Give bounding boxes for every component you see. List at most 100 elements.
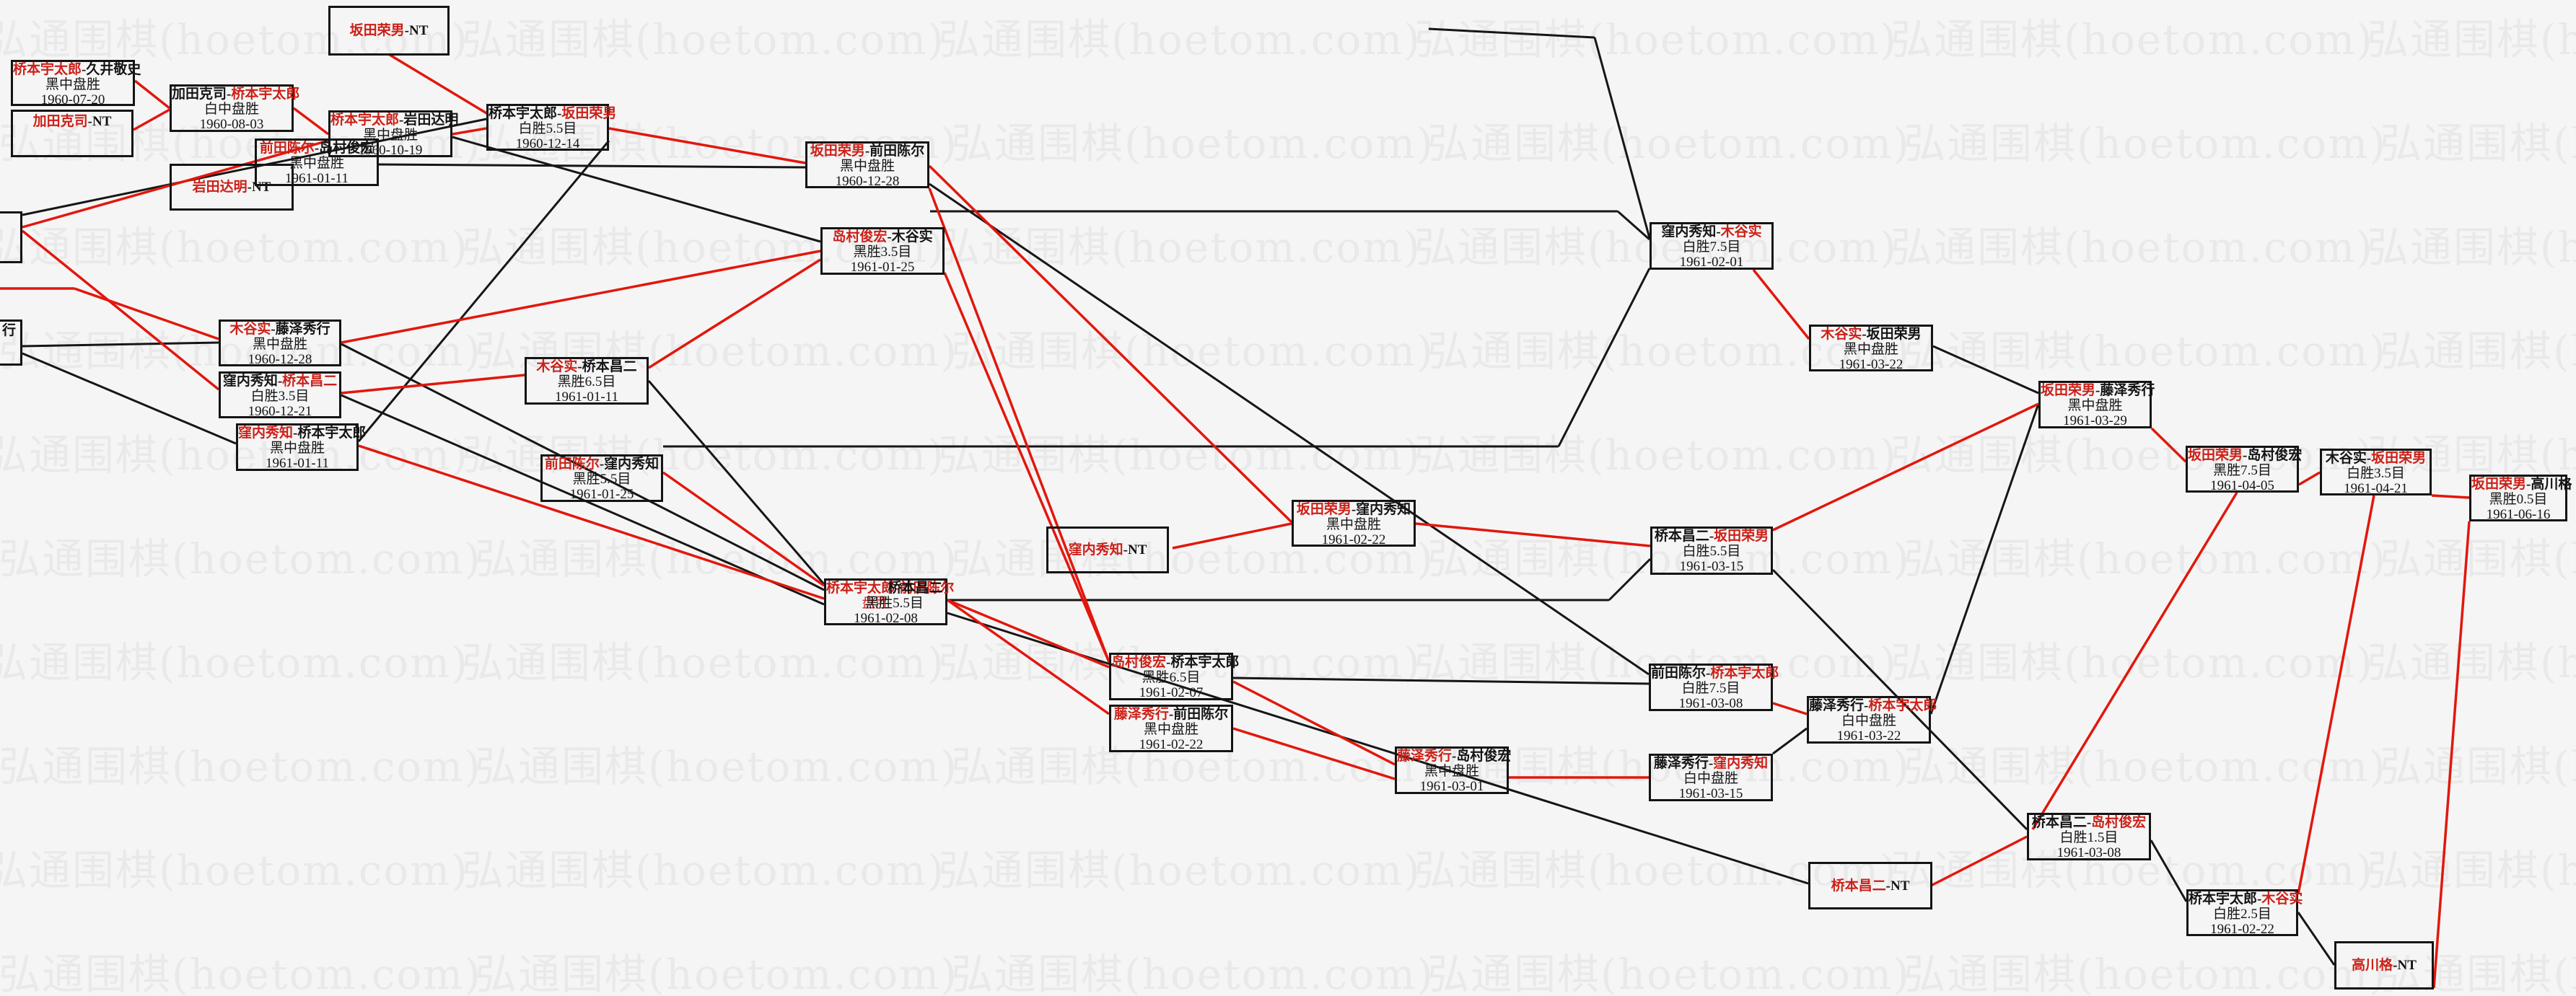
game-date: 1961-03-22: [1839, 357, 1903, 372]
player-name: -高川格: [2526, 477, 2572, 492]
winner-name: 桥本昌二: [282, 374, 338, 389]
game-box: 窪内秀知-桥本宇太郎 黑中盘胜 1961-01-11: [236, 423, 366, 471]
game-date: 1961-01-11: [285, 171, 349, 186]
game-result: 白胜5.5目: [518, 121, 577, 136]
loser-path-line: [647, 380, 825, 585]
watermark-text: 弘通围棋(hoetom.com): [2380, 119, 2576, 168]
watermark-text: 弘通围棋(hoetom.com): [1414, 846, 1898, 895]
watermark-text: 弘通围棋(hoetom.com): [2380, 742, 2576, 791]
loser-path-line: [452, 136, 821, 243]
loser-path-line: [1593, 37, 1651, 239]
player-name: -窪内秀知: [599, 457, 660, 472]
bye-box: 加田克司-NT: [11, 110, 133, 157]
player-name: -桥本昌二: [577, 359, 637, 374]
overlapping-game-box: 桥本宇太郎-前田陈尔 盘胜 1961-02-08 桥本昌二 黑胜5.5目: [824, 578, 954, 626]
winner-path-line: [389, 53, 489, 115]
watermark-text: 弘通围棋(hoetom.com): [462, 638, 945, 687]
game-result: 白中盘胜: [1683, 771, 1738, 786]
game-box: 前田陈尔-桥本宇太郎 白胜7.5目 1961-03-08: [1649, 664, 1779, 711]
winner-name: 桥本昌二: [1831, 878, 1886, 894]
game-title: 桥本昌二: [888, 581, 943, 596]
player-name: -桥本宇太郎: [1166, 655, 1240, 670]
winner-name: 坂田荣男: [1714, 529, 1769, 544]
partial-game-box: [0, 211, 22, 263]
watermark-text: 弘通围棋(hoetom.com): [0, 950, 482, 996]
game-title: 前田陈尔-窪内秀知: [543, 457, 661, 472]
game-date: 1961-04-05: [2210, 478, 2274, 493]
winner-name: 坂田荣男: [2188, 448, 2243, 463]
game-date: 1960-07-20: [40, 92, 105, 107]
game-title: 木谷实-坂田荣男: [1811, 327, 1931, 342]
winner-name: 藤泽秀行: [1113, 707, 1169, 722]
game-title: 木谷实-桥本昌二: [527, 360, 647, 374]
game-box: 桥本宇太郎-坂田荣男 白胜5.5目 1960-12-14: [486, 104, 616, 151]
player-name: -窪内秀知: [1351, 502, 1411, 517]
game-result: 黑中盘胜: [839, 159, 895, 174]
player-name: 藤泽秀行-: [1653, 756, 1714, 771]
winner-path-line: [21, 229, 220, 391]
loser-path-line: [22, 341, 219, 348]
watermark-text: 弘通围棋(hoetom.com): [1427, 534, 1911, 583]
player-name: -岛村俊宏: [1452, 749, 1512, 764]
winner-name: 藤泽秀行: [1397, 749, 1453, 764]
watermark-text: 弘通围棋(hoetom.com): [1891, 223, 2374, 272]
winner-path-line: [358, 444, 825, 600]
game-box: 桥本昌二-岛村俊宏 白胜1.5目 1961-03-08: [2027, 813, 2151, 860]
player-name: -坂田荣男: [1862, 327, 1922, 342]
watermark-text: 弘通围棋(hoetom.com): [0, 223, 469, 272]
game-title: 桥本宇太郎-岩田达明: [330, 113, 458, 128]
game-result: 黑中盘胜: [1424, 764, 1479, 779]
game-result: 白胜7.5目: [1681, 681, 1740, 696]
watermark-text: 弘通围棋(hoetom.com): [1891, 431, 2374, 480]
game-result: 黑胜5.5目: [865, 596, 924, 611]
watermark-text: 弘通围棋(hoetom.com): [2367, 15, 2576, 64]
game-title: 加田克司-桥本宇太郎: [172, 87, 299, 102]
winner-path-line: [452, 127, 487, 136]
game-result: 黑中盘胜: [1326, 517, 1381, 532]
watermark-text: 弘通围棋(hoetom.com): [2367, 846, 2576, 895]
watermark-text: 弘通围棋(hoetom.com): [951, 327, 1434, 376]
player-name: 桥本昌二-: [1654, 529, 1714, 544]
game-title: 桥本宇太郎-久井敬史: [13, 63, 141, 77]
watermark-text: 弘通围棋(hoetom.com): [475, 327, 958, 376]
watermark-text: 弘通围棋(hoetom.com): [951, 534, 1434, 583]
watermark-text: 弘通围棋(hoetom.com): [1427, 950, 1911, 996]
winner-path-line: [946, 599, 1110, 715]
game-title: 木谷实-藤泽秀行: [221, 322, 339, 337]
game-date: 1960-10-19: [358, 143, 423, 158]
game-title: 坂田荣男-藤泽秀行: [2041, 384, 2155, 398]
game-result: 黑胜6.5目: [1142, 670, 1201, 685]
watermark-text: 弘通围棋(hoetom.com): [951, 950, 1434, 996]
watermark-text: 弘通围棋(hoetom.com): [1414, 638, 1898, 687]
winner-path-line: [947, 599, 1110, 669]
game-title: 桥本昌二-NT: [1831, 878, 1910, 894]
game-title: 窪内秀知-桥本宇太郎: [238, 426, 366, 441]
game-title: 行: [0, 322, 20, 338]
loser-path-line: [2150, 839, 2188, 902]
game-date: 1961-02-08: [854, 611, 918, 626]
game-box: 岛村俊宏-桥本宇太郎 黑胜6.5目 1961-02-07: [1109, 653, 1239, 700]
game-title: 木谷实-坂田荣男: [2322, 451, 2430, 466]
player-name: 藤泽秀行-: [1809, 698, 1869, 713]
winner-name: 坂田荣男: [1296, 502, 1351, 517]
game-box: 坂田荣男-前田陈尔 黑中盘胜 1960-12-28: [805, 141, 929, 189]
player-name: -岛村俊宏: [2243, 448, 2303, 463]
player-name: -岩田达明: [399, 113, 459, 128]
winner-path-line: [292, 107, 330, 136]
winner-path-line: [133, 79, 171, 110]
game-box: 坂田荣男-高川格 黑胜0.5目 1961-06-16: [2469, 475, 2572, 522]
winner-name: 岛村俊宏: [832, 229, 888, 244]
watermark-text: 弘通围棋(hoetom.com): [1427, 327, 1911, 376]
winner-path-line: [1232, 680, 1396, 766]
overlap-layer-2: 桥本昌二 黑胜5.5目: [835, 581, 954, 623]
winner-path-line: [2298, 471, 2321, 486]
watermark-text: 弘通围棋(hoetom.com): [475, 950, 958, 996]
player-name: -NT: [1885, 878, 1910, 894]
loser-path-line: [947, 612, 1809, 885]
game-title: 前田陈尔-岛村俊宏: [257, 141, 377, 156]
game-title: 坂田荣男-前田陈尔: [807, 144, 927, 159]
game-box: 窪内秀知-桥本昌二 白胜3.5目 1960-12-21: [219, 371, 341, 419]
winner-name: 窪内秀知: [238, 426, 294, 441]
watermark-text: 弘通围棋(hoetom.com): [938, 223, 1421, 272]
watermark-text: 弘通围棋(hoetom.com): [475, 119, 958, 168]
